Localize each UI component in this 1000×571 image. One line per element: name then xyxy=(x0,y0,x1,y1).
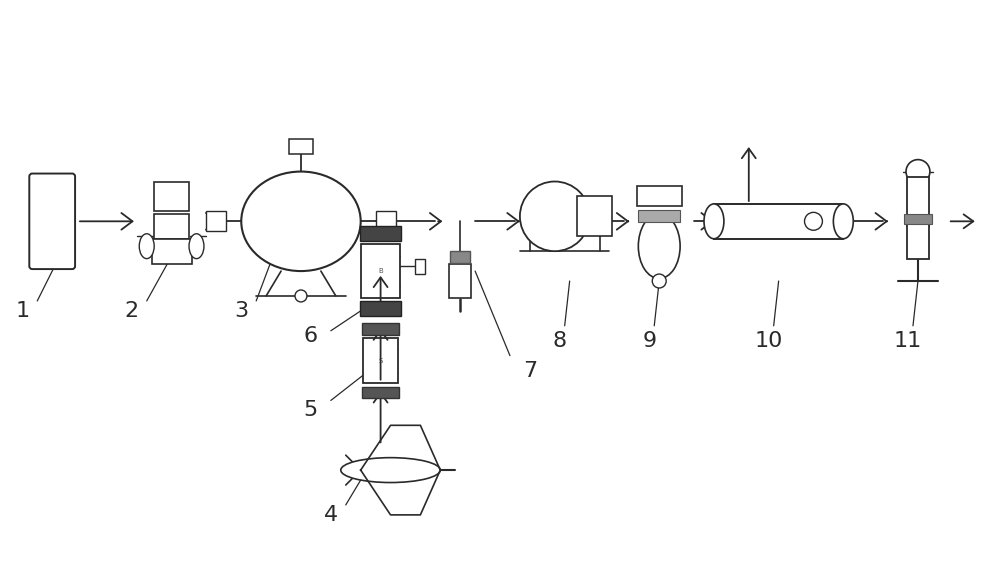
Bar xyxy=(289,139,313,154)
Bar xyxy=(152,239,192,264)
Text: 10: 10 xyxy=(754,331,783,351)
Text: 9: 9 xyxy=(642,331,656,351)
Bar xyxy=(907,224,929,259)
Bar xyxy=(154,214,189,239)
Circle shape xyxy=(906,160,930,183)
Ellipse shape xyxy=(341,458,440,482)
Text: 6: 6 xyxy=(304,325,318,346)
Text: 11: 11 xyxy=(894,331,922,351)
Bar xyxy=(449,264,471,299)
Bar xyxy=(360,301,401,316)
Text: 8: 8 xyxy=(553,331,567,351)
Bar xyxy=(450,251,470,263)
Ellipse shape xyxy=(241,171,361,271)
Text: B: B xyxy=(378,268,383,274)
Bar xyxy=(362,323,399,335)
Text: 5: 5 xyxy=(304,400,318,420)
Text: 3: 3 xyxy=(234,301,248,321)
Bar xyxy=(363,338,398,383)
Bar xyxy=(360,226,401,241)
Bar xyxy=(714,204,843,239)
Bar xyxy=(362,387,399,399)
Text: 4: 4 xyxy=(324,505,338,525)
Circle shape xyxy=(295,290,307,302)
Bar xyxy=(206,211,226,231)
Circle shape xyxy=(805,212,822,230)
Circle shape xyxy=(652,274,666,288)
FancyBboxPatch shape xyxy=(29,174,75,269)
Bar xyxy=(415,259,425,274)
Ellipse shape xyxy=(189,234,204,259)
Text: 7: 7 xyxy=(523,360,537,381)
Text: 1: 1 xyxy=(15,301,29,321)
Ellipse shape xyxy=(638,214,680,279)
Bar xyxy=(577,196,612,236)
Ellipse shape xyxy=(704,204,724,239)
Bar xyxy=(376,211,396,231)
Bar xyxy=(904,214,932,224)
Bar xyxy=(154,182,189,211)
Bar xyxy=(907,176,929,226)
Bar xyxy=(361,244,400,299)
Ellipse shape xyxy=(139,234,154,259)
Ellipse shape xyxy=(833,204,853,239)
Polygon shape xyxy=(361,425,440,515)
Bar xyxy=(637,187,682,206)
Circle shape xyxy=(520,182,590,251)
Bar xyxy=(638,210,680,222)
Text: S: S xyxy=(378,357,383,364)
Text: 2: 2 xyxy=(125,301,139,321)
